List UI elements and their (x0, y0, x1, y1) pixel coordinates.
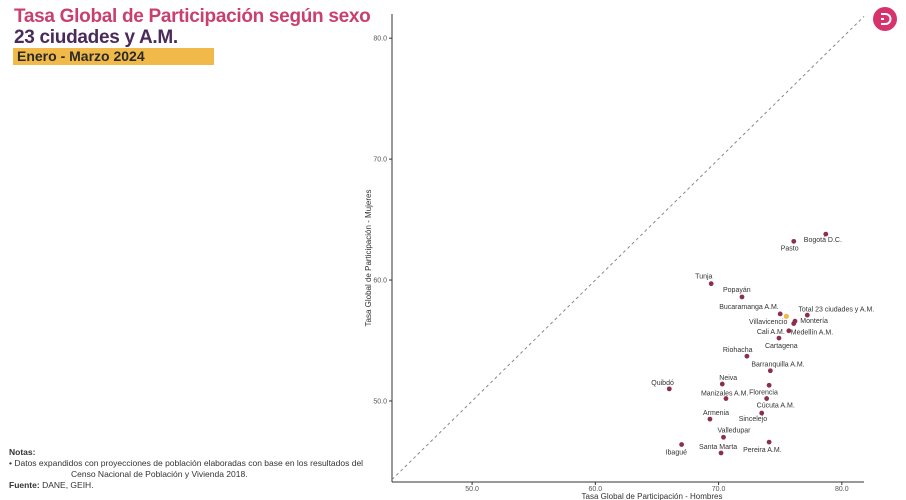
data-point (791, 321, 797, 326)
y-tick-label: 60.0 (373, 278, 387, 285)
period-badge: Enero - Marzo 2024 (13, 48, 214, 65)
data-point (766, 439, 772, 445)
point-label: Montería (800, 318, 828, 325)
data-points (666, 231, 829, 456)
data-point (766, 382, 772, 388)
data-point (708, 281, 714, 287)
point-label: Cartagena (765, 343, 798, 350)
point-label: Pasto (781, 245, 799, 252)
y-axis-ticks: 50.0 60.0 70.0 80.0 (373, 36, 392, 405)
data-point (719, 381, 725, 387)
data-point (791, 238, 797, 244)
data-point (777, 311, 783, 317)
dane-logo-icon[interactable] (873, 7, 897, 31)
data-point (823, 231, 829, 237)
y-tick-label: 80.0 (373, 36, 387, 43)
x-axis-ticks: 50.0 60.0 70.0 80.0 (465, 482, 849, 493)
data-point (707, 416, 713, 422)
source-line: Fuente: DANE, GEIH. (9, 480, 363, 491)
data-point (721, 434, 726, 440)
data-point (767, 368, 773, 374)
point-label: Popayán (723, 287, 751, 294)
reference-diagonal-line (391, 16, 865, 480)
data-point (679, 442, 685, 447)
point-label: Armenia (703, 410, 729, 417)
notes-line-1: • Datos expandidos con proyecciones de p… (9, 458, 364, 468)
point-label: Ibagué (666, 450, 688, 457)
point-label: Sincelejo (739, 416, 768, 423)
point-label: Riohacha (723, 347, 753, 354)
point-label: Villavicencio (749, 319, 787, 326)
data-point (786, 328, 792, 334)
point-label: Pereira A.M. (743, 447, 782, 454)
point-label: Valledupar (718, 427, 752, 434)
point-label: Santa Marta (699, 444, 737, 451)
point-label: Neiva (719, 375, 737, 382)
data-point (666, 386, 672, 392)
source-value: DANE, GEIH. (42, 480, 94, 490)
notes-block: Notas: • Datos expandidos con proyeccion… (9, 447, 363, 491)
data-point (776, 335, 782, 341)
notes-heading: Notas: (9, 447, 36, 457)
data-point (723, 396, 729, 401)
data-labels: Bogotá D.C. Pasto Tunja Popayán Bucaramanga … (651, 237, 874, 456)
y-axis-label: Tasa Global de Participación - Mujeres (364, 190, 373, 327)
point-label: Total 23 ciudades y A.M. (798, 306, 874, 313)
page-subtitle: 23 ciudades y A.M. (14, 27, 178, 48)
x-axis-label: Tasa Global de Participación - Hombres (582, 492, 723, 500)
notes-line-2: Censo Nacional de Población y Vivienda 2… (71, 469, 248, 479)
point-label: Bogotá D.C. (804, 237, 842, 244)
x-tick-label: 70.0 (712, 486, 726, 493)
point-label: Florencia (749, 389, 778, 396)
point-label: Cúcuta A.M. (757, 403, 795, 410)
point-label: Cali A.M. (757, 329, 785, 336)
data-point (759, 410, 765, 416)
x-tick-label: 50.0 (465, 486, 479, 493)
data-point (739, 294, 745, 300)
x-tick-label: 80.0 (835, 486, 849, 493)
point-label: Tunja (695, 274, 712, 281)
total-point (783, 313, 789, 319)
logo-glyph-icon (881, 13, 892, 25)
point-label: Quibdó (651, 380, 674, 387)
data-point (718, 450, 724, 456)
point-label: Manizales A.M. (701, 391, 749, 398)
x-tick-label: 60.0 (589, 486, 603, 493)
page-title: Tasa Global de Participación según sexo (14, 6, 371, 27)
data-point (764, 396, 770, 401)
point-label: Medellín A.M. (791, 330, 833, 337)
data-point (804, 312, 810, 318)
y-tick-label: 50.0 (373, 398, 387, 405)
point-label: Bucaramanga A.M. (719, 304, 779, 311)
y-tick-label: 70.0 (373, 157, 387, 164)
data-point (744, 353, 750, 359)
chart-axes (391, 14, 864, 483)
source-label: Fuente: (9, 480, 40, 490)
point-label: Barranquilla A.M. (751, 362, 804, 369)
